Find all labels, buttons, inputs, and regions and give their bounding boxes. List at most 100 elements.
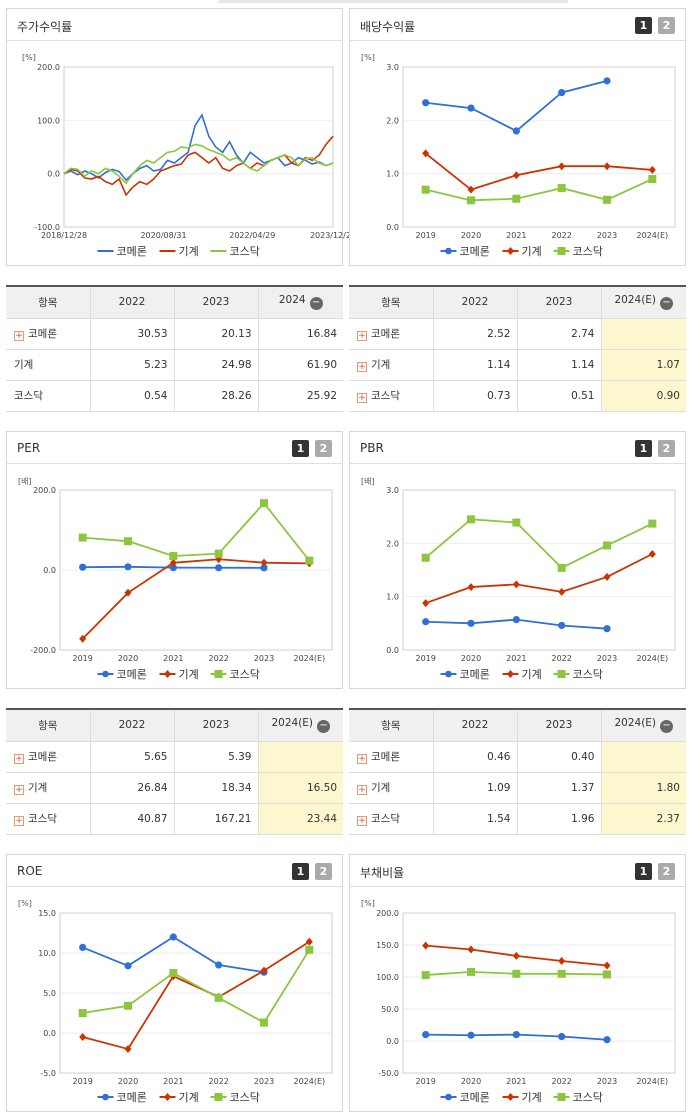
chart-view-2-button[interactable]: 2 [315,440,332,457]
data-point [603,970,611,979]
chart-view-2-button[interactable]: 2 [658,863,675,880]
data-point [305,945,314,954]
data-point [467,104,475,112]
data-point [215,961,223,969]
chart-view-2-button[interactable]: 2 [315,863,332,880]
collapse-minus-icon[interactable]: − [309,297,323,311]
data-point [512,616,520,624]
x-tick-label: 2024(E) [294,654,326,663]
y-tick-label: 3.0 [386,486,399,495]
y-tick-label: 150.0 [376,941,399,950]
x-tick-label: 2023 [597,231,617,240]
legend-marker [102,1093,109,1101]
value-cell [257,740,343,773]
table-row: + 코메론 30.53 20.13 16.84 [6,317,343,350]
header-text: 2024 [278,294,306,307]
chart-legend: 코메론 기계 코스닥 [440,245,603,258]
series-line-1 [63,113,334,182]
collapse-minus-icon[interactable]: − [660,297,674,311]
value-cell: 0.51 [516,379,602,412]
row-label: 코메론 [28,328,57,340]
collapse-minus-icon[interactable]: − [660,720,674,734]
table-row: 기계 5.23 24.98 61.90 [6,348,343,381]
legend-marker [507,670,514,678]
value-cell: 20.13 [173,317,259,350]
unit-label: [배] [18,477,32,486]
data-point [124,1045,132,1053]
column-header: 2024(E) − [257,709,343,742]
row-label: 기계 [371,359,391,371]
data-point [260,558,268,567]
column-header: 2024(E) − [600,286,686,319]
stock-return-panel: 주가수익률 [%] 200.0 100.0 0.0 -100.0 2018/12/28 202… [6,8,356,266]
expand-plus-icon[interactable]: + [14,816,24,826]
y-tick-label: -50.0 [378,1069,399,1078]
expand-plus-icon[interactable]: + [14,785,24,795]
data-point [512,518,521,527]
legend-label: 기계 [179,1091,199,1104]
value-cell: 2.52 [432,317,518,350]
series-line-3 [425,178,653,202]
data-point [557,969,566,978]
data-point [512,127,520,135]
x-tick-label: 2023 [597,1077,617,1086]
data-point [467,945,475,954]
data-point [603,572,611,581]
row-label: 코스닥 [371,390,400,402]
table-row: + 기계 1.14 1.14 1.07 [349,348,686,381]
expand-plus-icon[interactable]: + [357,785,367,795]
value-cell: 30.53 [89,317,175,350]
chart-view-1-button[interactable]: 1 [292,440,309,457]
x-tick-label: 2021 [506,654,526,663]
panel-divider [7,463,342,464]
y-tick-label: 2.0 [386,539,399,548]
expand-plus-icon[interactable]: + [357,816,367,826]
data-point [603,77,611,85]
unit-label: [%] [361,899,375,908]
x-tick-label: 2019 [415,1077,435,1086]
row-label: 기계 [371,782,391,794]
header-text: 2024(E) [614,294,657,307]
chart-view-2-button[interactable]: 2 [658,17,675,34]
data-point [603,541,611,550]
chart-svg: 200.0 0.0 -200.0 2019 2020 2021 2022 2023 2024(E… [30,486,333,681]
row-label-cell: + 기계 [349,348,434,381]
table-row: + 코스닥 40.87 167.21 23.44 [6,802,343,835]
chart-view-1-button[interactable]: 1 [635,440,652,457]
x-tick-label: 2022/04/29 [229,231,275,240]
chart-view-2-button[interactable]: 2 [658,440,675,457]
chart-view-1-button[interactable]: 1 [635,863,652,880]
data-point [512,1031,520,1039]
expand-plus-icon[interactable]: + [357,362,367,372]
table-row: + 기계 26.84 18.34 16.50 [6,771,343,804]
chart-legend: 코메론 기계 코스닥 [97,668,260,681]
header-text: 항목 [38,719,58,732]
legend-label: 기계 [522,1091,542,1104]
data-point [260,499,268,508]
expand-plus-icon[interactable]: + [357,393,367,403]
value-cell: 26.84 [89,771,175,804]
value-cell: 25.92 [257,379,343,412]
series-line-3 [82,501,311,562]
column-header: 항목 [349,286,434,319]
expand-plus-icon[interactable]: + [357,331,367,341]
y-tick-label: 200.0 [33,486,56,495]
legend-label: 기계 [522,245,542,258]
chart-view-1-button[interactable]: 1 [292,863,309,880]
plot-frame [63,66,334,228]
x-tick-label: 2019 [72,654,92,663]
expand-plus-icon[interactable]: + [357,754,367,764]
legend-marker [164,670,171,678]
expand-plus-icon[interactable]: + [14,754,24,764]
legend-marker [557,670,566,678]
data-point [421,185,430,194]
legend-marker [507,247,514,255]
expand-plus-icon[interactable]: + [14,331,24,341]
unit-label: [%] [22,53,36,62]
y-tick-label: -100.0 [34,223,60,232]
legend-label: 기계 [522,668,542,681]
per-panel: PER 1 2 [배] 200.0 0.0 -200.0 2019 2020 2021 2022 20… [6,431,343,689]
chart-view-1-button[interactable]: 1 [635,17,652,34]
collapse-minus-icon[interactable]: − [317,720,331,734]
